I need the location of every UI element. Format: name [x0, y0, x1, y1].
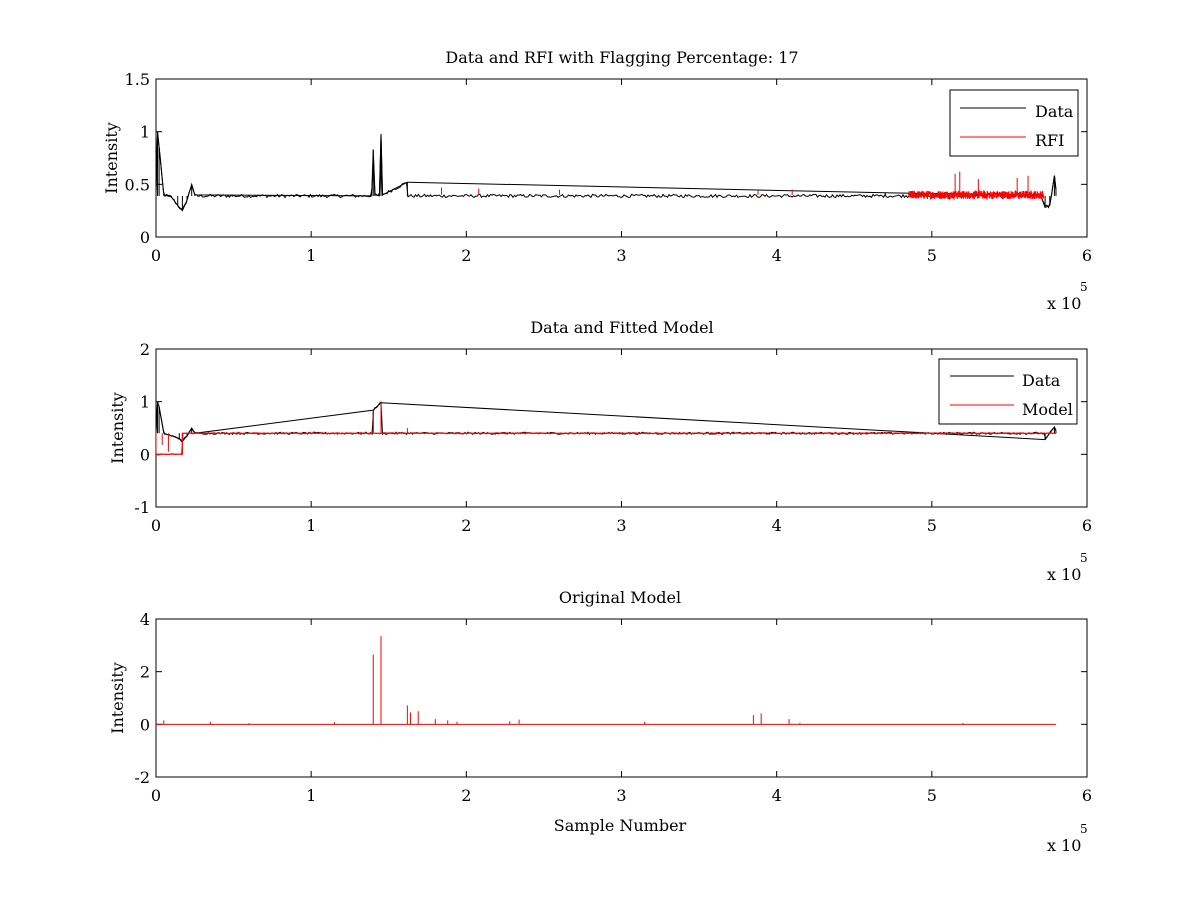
- series-line: [908, 189, 1045, 201]
- x-tick-label: 2: [461, 246, 471, 265]
- subplot-2-legend-label-model: Model: [1022, 400, 1073, 419]
- x-tick-label: 3: [616, 246, 626, 265]
- subplot-1-plot-area: 0 1 2 3 4 5 6 0 0.5 1 1.5: [125, 70, 1093, 265]
- x-tick-label: 4: [772, 246, 782, 265]
- subplot-1-ylabel: Intensity: [102, 122, 121, 194]
- subplot-3-x-multiplier: x 10: [1047, 836, 1081, 855]
- series-model-0: [156, 636, 1056, 725]
- subplot-3-title: Original Model: [559, 588, 681, 607]
- subplot-1-legend: Data RFI: [949, 89, 1079, 157]
- x-tick-label: 2: [461, 786, 471, 805]
- x-tick-label: 2: [461, 516, 471, 535]
- y-tick-label: 0.5: [125, 175, 150, 194]
- y-tick-label: 2: [140, 663, 150, 682]
- y-tick-label: 2: [140, 340, 150, 359]
- x-tick-label: 3: [616, 516, 626, 535]
- subplot-2-title: Data and Fitted Model: [530, 318, 713, 337]
- y-tick-label: -1: [134, 498, 150, 517]
- series-model: [156, 402, 1057, 456]
- x-tick-label: 6: [1082, 246, 1092, 265]
- x-tick-label: 1: [306, 516, 316, 535]
- y-tick-label: 4: [140, 610, 150, 629]
- x-tick-label: 6: [1082, 786, 1092, 805]
- x-tick-label: 5: [927, 786, 937, 805]
- subplot-1-legend-label-data: Data: [1035, 102, 1074, 121]
- subplot-1-x-multiplier: x 10: [1047, 294, 1081, 313]
- subplot-3-x-multiplier-exp: 5: [1080, 822, 1088, 836]
- x-tick-label: 4: [772, 786, 782, 805]
- subplot-3-xlabel: Sample Number: [554, 816, 687, 835]
- subplot-1-legend-box: [949, 89, 1079, 157]
- subplot-2-x-multiplier: x 10: [1047, 565, 1081, 584]
- y-tick-label: 1: [140, 393, 150, 412]
- x-tick-label: 0: [151, 246, 161, 265]
- x-tick-label: 5: [927, 516, 937, 535]
- subplot-2-x-multiplier-exp: 5: [1080, 551, 1088, 565]
- y-tick-label: 0: [140, 445, 150, 464]
- y-tick-label: 1.5: [125, 70, 150, 89]
- subplot-1-x-multiplier-exp: 5: [1080, 280, 1088, 294]
- series-features: [156, 131, 1057, 212]
- x-tick-label: 3: [616, 786, 626, 805]
- subplot-1: Data and RFI with Flagging Percentage: 1…: [102, 48, 1092, 313]
- subplot-2-legend-box: [938, 358, 1078, 425]
- subplot-1-legend-label-rfi: RFI: [1035, 131, 1064, 150]
- subplot-3-ylabel: Intensity: [108, 662, 127, 734]
- subplot-2-legend-label-data: Data: [1022, 371, 1061, 390]
- x-tick-label: 0: [151, 516, 161, 535]
- series-features: [156, 432, 1056, 455]
- x-tick-label: 1: [306, 786, 316, 805]
- y-tick-label: 0: [140, 715, 150, 734]
- y-tick-label: 1: [140, 123, 150, 142]
- subplot-2-ylabel: Intensity: [108, 392, 127, 464]
- y-tick-label: 0: [140, 228, 150, 247]
- x-tick-label: 6: [1082, 516, 1092, 535]
- series-data: [156, 131, 1057, 212]
- subplot-1-title: Data and RFI with Flagging Percentage: 1…: [445, 48, 798, 67]
- subplot-2: Data and Fitted Model Intensity 0 1 2 3 4 5 6 -…: [108, 318, 1092, 584]
- y-tick-label: -2: [134, 768, 150, 787]
- x-tick-label: 1: [306, 246, 316, 265]
- series-rfi: [441, 171, 1045, 201]
- x-tick-label: 0: [151, 786, 161, 805]
- x-tick-label: 4: [772, 516, 782, 535]
- x-tick-label: 5: [927, 246, 937, 265]
- subplot-2-legend: Data Model: [938, 358, 1078, 425]
